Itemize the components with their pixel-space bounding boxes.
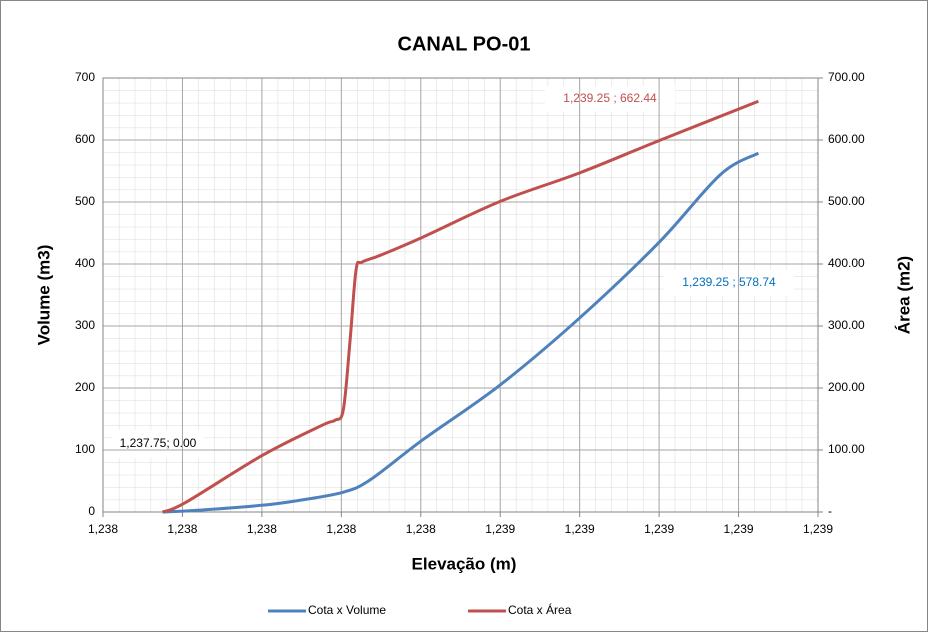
x-tick-label: 1,238 bbox=[406, 522, 436, 536]
y2-tick-label: 700.00 bbox=[828, 70, 865, 84]
annotation: 1,237.75; 0.00 bbox=[120, 436, 197, 450]
x-tick-label: 1,239 bbox=[724, 522, 754, 536]
y2-tick-label: 400.00 bbox=[828, 256, 865, 270]
y-tick-label: 300 bbox=[75, 318, 95, 332]
y-tick-label: 400 bbox=[75, 256, 95, 270]
legend-label: Cota x Volume bbox=[308, 603, 386, 617]
y2-tick-label: 600.00 bbox=[828, 132, 865, 146]
y-tick-label: 100 bbox=[75, 442, 95, 456]
x-tick-label: 1,239 bbox=[803, 522, 833, 536]
y2-axis-label: Área (m2) bbox=[894, 256, 913, 334]
y2-tick-label: 100.00 bbox=[828, 442, 865, 456]
y2-tick-label: 300.00 bbox=[828, 318, 865, 332]
x-tick-label: 1,239 bbox=[565, 522, 595, 536]
y-tick-label: 500 bbox=[75, 194, 95, 208]
annotation: 1,239.25 ; 662.44 bbox=[563, 91, 657, 105]
y2-tick-label: 500.00 bbox=[828, 194, 865, 208]
y-tick-label: 600 bbox=[75, 132, 95, 146]
x-axis-label: Elevação (m) bbox=[412, 554, 517, 573]
annotation-box bbox=[112, 430, 204, 458]
annotation-box bbox=[664, 270, 794, 296]
x-tick-label: 1,238 bbox=[326, 522, 356, 536]
series-line bbox=[162, 99, 759, 514]
plot-border bbox=[102, 77, 819, 513]
x-tick-label: 1,238 bbox=[88, 522, 118, 536]
y2-tick-label: - bbox=[828, 504, 832, 518]
chart-title: CANAL PO-01 bbox=[398, 33, 531, 55]
y-tick-label: 700 bbox=[75, 70, 95, 84]
y2-tick-label: 200.00 bbox=[828, 380, 865, 394]
series-line bbox=[162, 151, 760, 514]
x-tick-label: 1,238 bbox=[167, 522, 197, 536]
legend-label: Cota x Área bbox=[508, 602, 572, 617]
x-tick-label: 1,239 bbox=[485, 522, 515, 536]
y-axis-label: Volume (m3) bbox=[34, 245, 53, 346]
annotation-box bbox=[545, 86, 675, 112]
y-tick-label: 200 bbox=[75, 380, 95, 394]
x-tick-label: 1,238 bbox=[247, 522, 277, 536]
annotation: 1,239.25 ; 578.74 bbox=[682, 275, 776, 289]
y-tick-label: 0 bbox=[88, 504, 95, 518]
x-tick-label: 1,239 bbox=[644, 522, 674, 536]
